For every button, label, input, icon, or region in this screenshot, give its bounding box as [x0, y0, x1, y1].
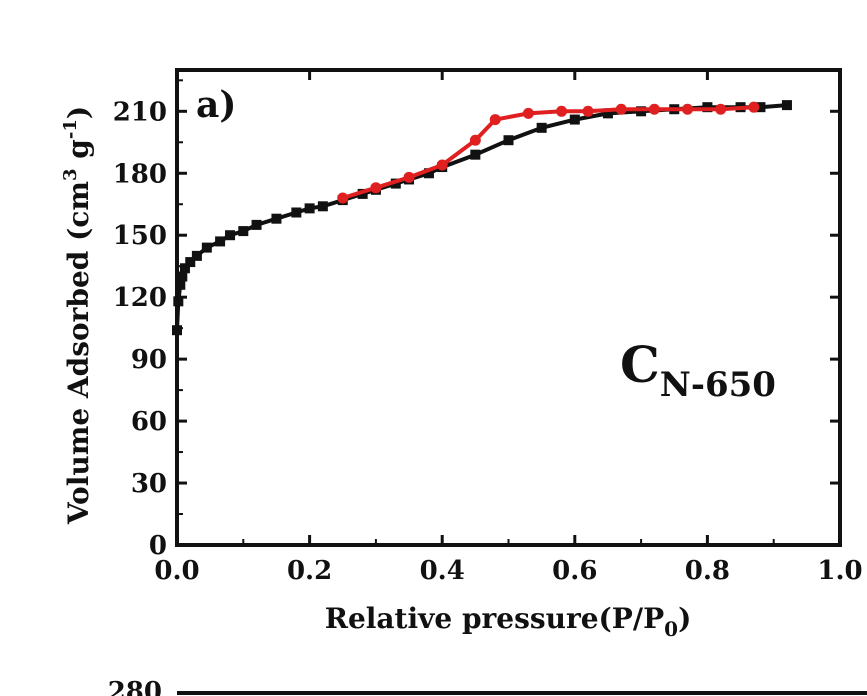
series-1-point	[636, 106, 647, 117]
y-tick-label: 180	[113, 159, 167, 189]
y-axis-title-main: Volume Adsorbed (cm	[62, 181, 95, 525]
x-tick-label: 0.8	[685, 556, 730, 586]
series-1-point	[291, 207, 302, 218]
y-axis-title-end: )	[62, 106, 95, 119]
y-axis-title: Volume Adsorbed (cm3 g-1)	[60, 106, 95, 525]
series-1-point	[251, 219, 262, 230]
x-axis-title: Relative pressure(P/P0)	[325, 602, 692, 641]
series-2-point	[582, 105, 594, 117]
series-2-point	[682, 103, 694, 115]
series-2-point	[436, 159, 448, 171]
y-tick-label: 60	[131, 407, 167, 437]
x-axis-title-sub: 0	[664, 617, 678, 641]
series-1-point	[175, 279, 186, 290]
series-1-point	[304, 203, 315, 214]
series-1-point	[317, 201, 328, 212]
series-1-point	[172, 325, 182, 336]
x-axis-title-end: )	[678, 602, 691, 635]
series-1-line	[175, 103, 788, 331]
series-2-point	[556, 105, 568, 117]
series-2-point	[489, 114, 501, 126]
y-axis-title-sup2: -1	[60, 119, 81, 139]
series-1-point	[569, 114, 580, 125]
series-2-point	[337, 192, 349, 204]
series-1-point	[781, 100, 792, 111]
panel-label: a)	[196, 84, 236, 126]
y-tick-label: 210	[113, 97, 167, 127]
sample-annotation-main: C	[620, 335, 660, 394]
series-1-point	[271, 213, 282, 224]
series-1-point	[503, 135, 514, 146]
series-2-line	[342, 105, 754, 200]
x-tick-label: 0.6	[552, 556, 597, 586]
sample-annotation: CN-650	[620, 335, 776, 405]
series-1-point	[702, 102, 713, 113]
y-tick-label: 150	[113, 221, 167, 251]
series-1-point	[177, 271, 188, 282]
x-axis-title-main: Relative pressure(P/P	[325, 602, 664, 635]
series-1-point	[536, 122, 547, 133]
axis-ticks	[175, 70, 842, 547]
series-1-point	[179, 263, 190, 274]
series-2-point	[522, 107, 534, 119]
x-tick-label: 1.0	[817, 556, 862, 586]
series-1-point	[755, 102, 766, 113]
series-1-point	[470, 149, 481, 160]
series-2-point	[403, 171, 415, 183]
y-tick-label: 30	[131, 469, 167, 499]
series-2-point	[715, 103, 727, 115]
series-1-point	[215, 236, 226, 247]
series-2-point	[370, 182, 382, 194]
x-tick-label: 0.4	[420, 556, 465, 586]
series-2-point	[615, 103, 627, 115]
series-1-point	[191, 250, 202, 261]
y-tick-label: 120	[113, 283, 167, 313]
second-panel-y-tick-label: 280	[108, 677, 162, 696]
y-tick-label: 90	[131, 345, 167, 375]
series-1-point	[602, 108, 613, 119]
x-tick-label: 0.0	[154, 556, 199, 586]
y-axis-title-sup1: 3	[60, 168, 81, 181]
series-1-point	[173, 296, 184, 307]
series-1-point	[185, 257, 196, 268]
sample-annotation-subscript: N-650	[660, 365, 776, 405]
series-2-point	[648, 103, 660, 115]
series-1-point	[201, 242, 212, 253]
series-1-point	[423, 168, 434, 179]
series-2-point	[748, 101, 760, 113]
series-1-point	[225, 230, 236, 241]
y-axis-title-mid: g	[62, 139, 95, 168]
series-layer	[172, 100, 792, 336]
x-tick-label: 0.2	[287, 556, 332, 586]
y-tick-label: 0	[149, 531, 167, 561]
axis-tick-labels: 0.0 0.2 0.4 0.6 0.8 1.0 0 30 60 90 120 150 180 210	[113, 97, 863, 586]
series-1-point	[238, 226, 249, 237]
series-2-point	[469, 134, 481, 146]
